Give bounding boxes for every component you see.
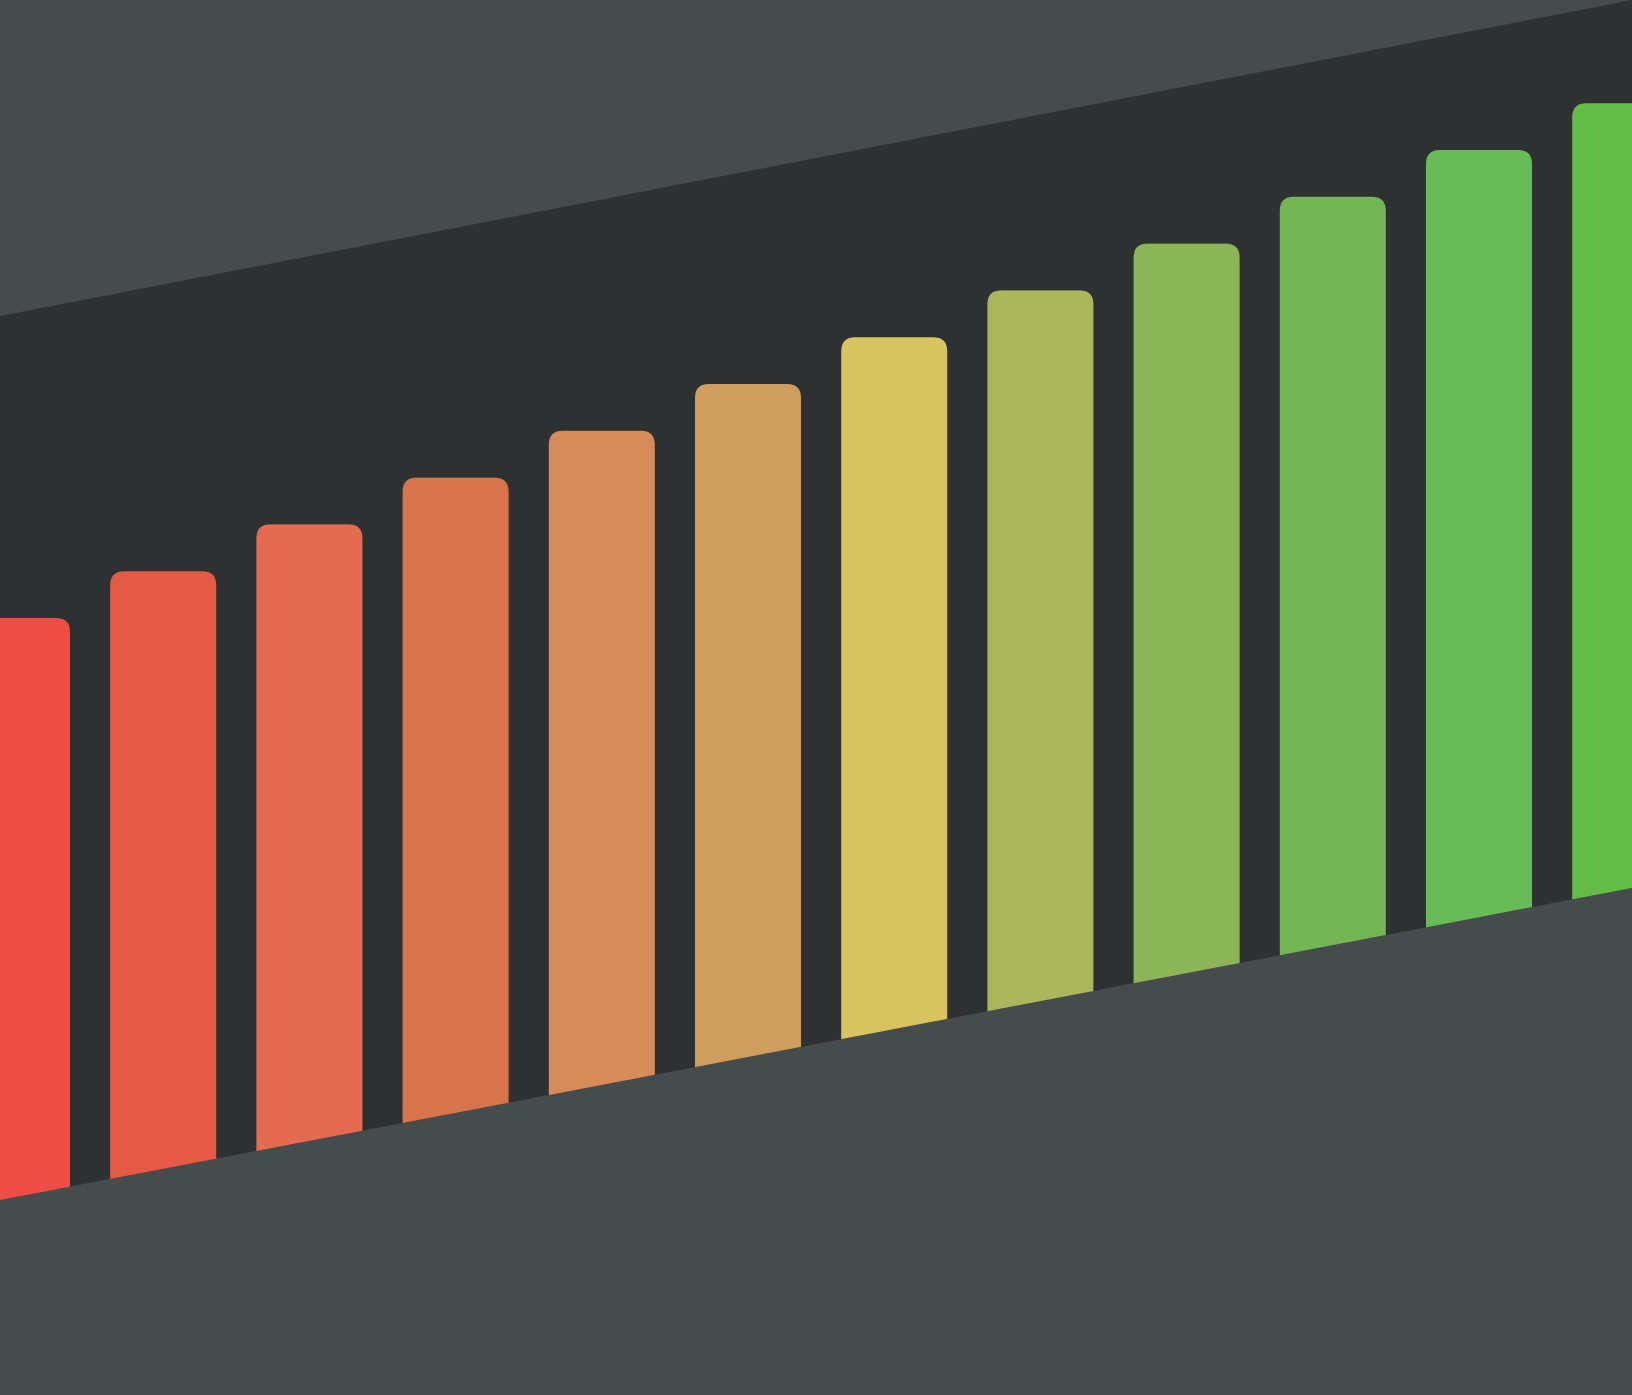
- bar-2: [110, 571, 217, 1179]
- bar-11: [1426, 150, 1532, 928]
- bar-4: [402, 477, 509, 1124]
- bar-8: [987, 290, 1094, 1012]
- bar-1: [0, 618, 70, 1200]
- bar-12: [1572, 103, 1632, 900]
- bars-group: [0, 103, 1632, 1200]
- bar-10: [1279, 196, 1386, 956]
- bar-7: [841, 337, 948, 1040]
- bar-5: [548, 430, 655, 1096]
- bar-9: [1133, 243, 1240, 984]
- bar-3: [256, 524, 363, 1151]
- bar-6: [695, 384, 801, 1068]
